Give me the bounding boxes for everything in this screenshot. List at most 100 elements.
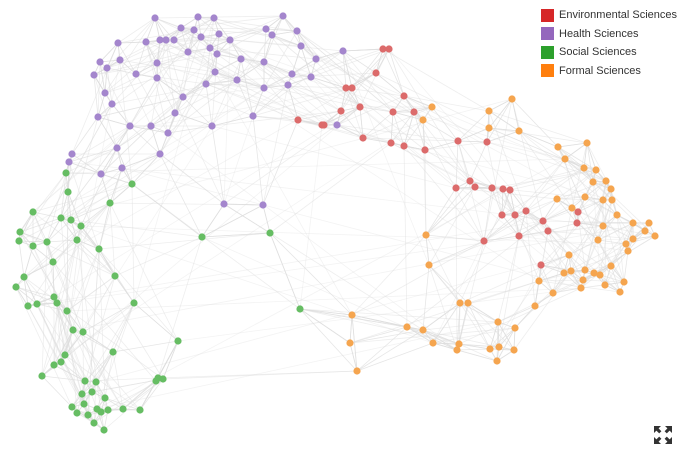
graph-node-env[interactable]	[522, 207, 530, 215]
graph-node-health[interactable]	[197, 33, 205, 41]
graph-node-social[interactable]	[53, 299, 61, 307]
graph-node-health[interactable]	[190, 26, 198, 34]
graph-node-social[interactable]	[79, 328, 87, 336]
graph-node-env[interactable]	[294, 116, 302, 124]
graph-node-health[interactable]	[307, 73, 315, 81]
graph-node-social[interactable]	[296, 305, 304, 313]
graph-node-health[interactable]	[153, 74, 161, 82]
graph-node-formal[interactable]	[592, 166, 600, 174]
graph-node-social[interactable]	[68, 403, 76, 411]
graph-node-formal[interactable]	[510, 346, 518, 354]
graph-node-formal[interactable]	[511, 324, 519, 332]
graph-node-health[interactable]	[132, 70, 140, 78]
graph-node-social[interactable]	[95, 245, 103, 253]
graph-node-formal[interactable]	[456, 299, 464, 307]
legend-item-environmental-sciences[interactable]: Environmental Sciences	[541, 6, 677, 25]
graph-node-social[interactable]	[29, 208, 37, 216]
graph-node-health[interactable]	[164, 129, 172, 137]
graph-node-social[interactable]	[73, 409, 81, 417]
graph-node-formal[interactable]	[620, 278, 628, 286]
graph-node-social[interactable]	[61, 351, 69, 359]
graph-node-social[interactable]	[62, 169, 70, 177]
graph-node-env[interactable]	[573, 219, 581, 227]
graph-node-social[interactable]	[38, 372, 46, 380]
graph-node-formal[interactable]	[560, 269, 568, 277]
graph-node-env[interactable]	[515, 232, 523, 240]
graph-node-formal[interactable]	[429, 339, 437, 347]
graph-node-env[interactable]	[466, 177, 474, 185]
graph-node-health[interactable]	[170, 36, 178, 44]
graph-node-formal[interactable]	[602, 177, 610, 185]
graph-node-formal[interactable]	[486, 345, 494, 353]
graph-node-social[interactable]	[33, 300, 41, 308]
graph-node-formal[interactable]	[428, 103, 436, 111]
graph-node-env[interactable]	[537, 261, 545, 269]
graph-node-health[interactable]	[179, 93, 187, 101]
graph-node-health[interactable]	[151, 14, 159, 22]
graph-node-formal[interactable]	[485, 124, 493, 132]
graph-node-health[interactable]	[97, 170, 105, 178]
graph-node-health[interactable]	[101, 89, 109, 97]
graph-node-health[interactable]	[116, 56, 124, 64]
graph-node-env[interactable]	[359, 134, 367, 142]
graph-node-health[interactable]	[177, 24, 185, 32]
graph-node-env[interactable]	[483, 138, 491, 146]
graph-node-social[interactable]	[50, 293, 58, 301]
graph-node-health[interactable]	[206, 44, 214, 52]
graph-node-health[interactable]	[262, 25, 270, 33]
graph-node-social[interactable]	[49, 258, 57, 266]
graph-node-formal[interactable]	[419, 326, 427, 334]
graph-node-env[interactable]	[471, 183, 479, 191]
graph-node-formal[interactable]	[601, 281, 609, 289]
graph-node-env[interactable]	[480, 237, 488, 245]
graph-node-social[interactable]	[111, 272, 119, 280]
graph-node-social[interactable]	[78, 390, 86, 398]
graph-node-social[interactable]	[88, 388, 96, 396]
graph-node-env[interactable]	[348, 84, 356, 92]
graph-node-formal[interactable]	[641, 227, 649, 235]
graph-node-health[interactable]	[113, 144, 121, 152]
graph-node-social[interactable]	[57, 214, 65, 222]
graph-node-social[interactable]	[81, 377, 89, 385]
graph-node-env[interactable]	[452, 184, 460, 192]
graph-node-social[interactable]	[97, 408, 105, 416]
graph-node-formal[interactable]	[508, 95, 516, 103]
graph-node-formal[interactable]	[607, 185, 615, 193]
graph-node-formal[interactable]	[348, 311, 356, 319]
graph-node-formal[interactable]	[599, 222, 607, 230]
graph-node-health[interactable]	[215, 30, 223, 38]
graph-node-social[interactable]	[64, 188, 72, 196]
graph-node-social[interactable]	[104, 406, 112, 414]
graph-node-social[interactable]	[100, 426, 108, 434]
graph-node-formal[interactable]	[651, 232, 659, 240]
graph-node-social[interactable]	[90, 419, 98, 427]
graph-node-social[interactable]	[67, 216, 75, 224]
graph-node-formal[interactable]	[599, 196, 607, 204]
legend-item-social-sciences[interactable]: Social Sciences	[541, 43, 677, 62]
graph-node-health[interactable]	[284, 81, 292, 89]
graph-node-env[interactable]	[574, 208, 582, 216]
graph-node-health[interactable]	[156, 150, 164, 158]
graph-node-formal[interactable]	[493, 357, 501, 365]
graph-node-formal[interactable]	[581, 193, 589, 201]
graph-node-formal[interactable]	[608, 196, 616, 204]
graph-node-formal[interactable]	[616, 288, 624, 296]
graph-node-health[interactable]	[65, 158, 73, 166]
graph-node-health[interactable]	[118, 164, 126, 172]
graph-node-formal[interactable]	[583, 139, 591, 147]
graph-node-formal[interactable]	[568, 204, 576, 212]
graph-node-health[interactable]	[213, 50, 221, 58]
graph-node-env[interactable]	[337, 107, 345, 115]
graph-node-formal[interactable]	[535, 277, 543, 285]
graph-node-env[interactable]	[506, 186, 514, 194]
graph-node-health[interactable]	[226, 36, 234, 44]
graph-node-social[interactable]	[198, 233, 206, 241]
graph-node-formal[interactable]	[453, 346, 461, 354]
graph-node-social[interactable]	[73, 236, 81, 244]
graph-node-formal[interactable]	[629, 235, 637, 243]
graph-node-formal[interactable]	[554, 143, 562, 151]
graph-node-formal[interactable]	[567, 267, 575, 275]
graph-node-health[interactable]	[233, 76, 241, 84]
graph-node-health[interactable]	[142, 38, 150, 46]
graph-node-health[interactable]	[237, 55, 245, 63]
